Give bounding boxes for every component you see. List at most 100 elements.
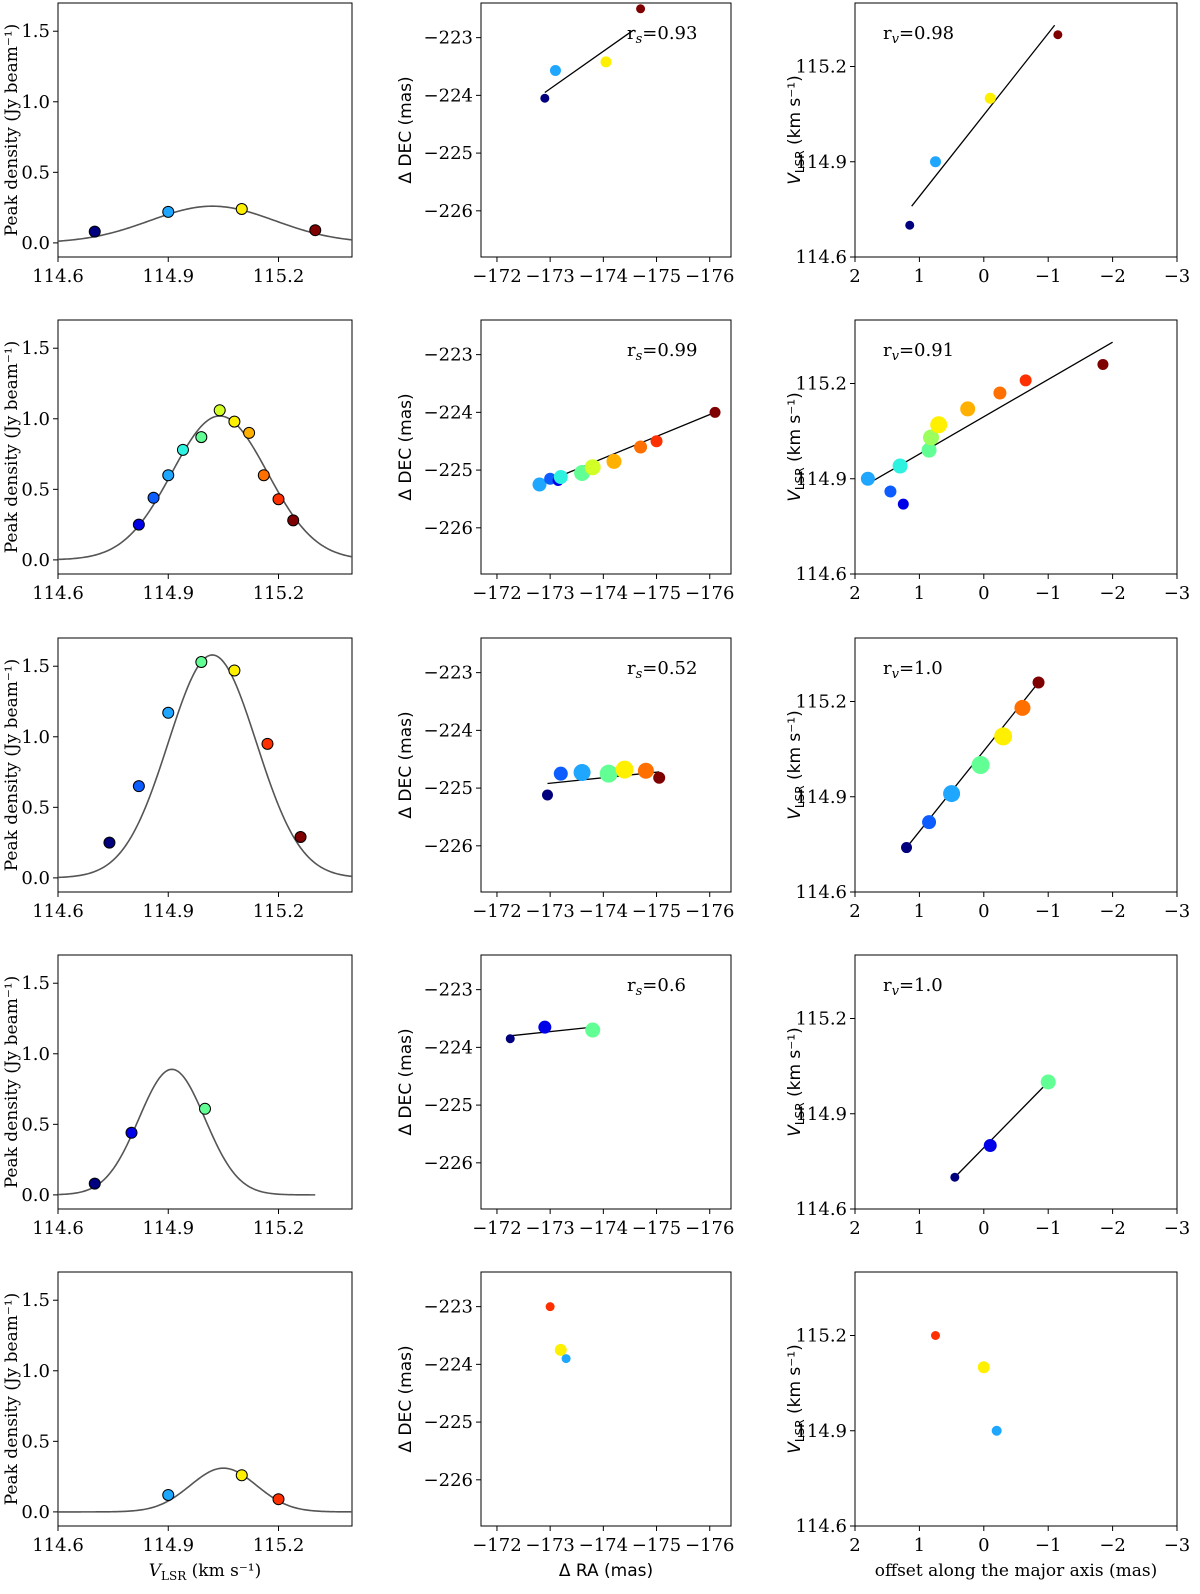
x-tick-label: −174	[579, 266, 628, 287]
y-tick-label: −226	[424, 201, 473, 222]
y-axis-label: Δ DEC (mas)	[396, 76, 416, 183]
axes-frame	[480, 2, 732, 258]
data-point	[585, 1022, 601, 1038]
x-tick-label: 1	[914, 901, 925, 922]
gaussian-fit-curve	[58, 654, 352, 879]
data-point	[257, 469, 270, 482]
y-axis-label: Peak density (Jy beam⁻¹)	[2, 976, 22, 1189]
data-point	[195, 655, 208, 668]
axes-frame	[480, 319, 732, 575]
x-tick-label: −175	[632, 1218, 681, 1239]
y-tick-label: 1.5	[21, 656, 50, 677]
gaussian-fit-curve	[58, 415, 352, 561]
data-point	[636, 4, 646, 14]
y-tick-label: 1.5	[21, 21, 50, 42]
y-tick-label: 0.0	[21, 1502, 50, 1523]
y-tick-label: −225	[424, 143, 473, 164]
panel-r1-c2: −172 −173 −174 −175 −176 −223 −224 −225 −226 Δ DE…	[396, 2, 734, 287]
data-point	[1014, 699, 1031, 716]
axes-frame	[854, 319, 1178, 575]
y-tick-label: −224	[424, 402, 473, 423]
x-tick-label: −175	[632, 1535, 681, 1556]
y-tick-label: 114.9	[795, 469, 847, 490]
correlation-annotation: rs=0.6	[627, 975, 686, 999]
x-tick-label: −176	[685, 266, 734, 287]
data-point	[505, 1034, 515, 1044]
x-tick-label: 2	[849, 583, 860, 604]
y-tick-label: −225	[424, 1412, 473, 1433]
data-point	[176, 443, 189, 456]
axes-frame	[480, 637, 732, 893]
x-tick-label: 1	[914, 266, 925, 287]
data-point	[545, 1302, 555, 1312]
x-tick-label: −1	[1035, 266, 1062, 287]
data-point	[213, 404, 226, 417]
data-point	[897, 498, 909, 510]
data-point	[905, 220, 915, 230]
data-point	[309, 224, 322, 237]
x-tick-label: 1	[914, 583, 925, 604]
data-point	[993, 386, 1007, 400]
x-tick-label: 115.2	[253, 266, 305, 287]
data-point	[541, 789, 553, 801]
axes-frame	[854, 637, 1178, 893]
data-point	[540, 93, 550, 103]
data-point	[162, 205, 175, 218]
data-point	[960, 401, 976, 417]
correlation-annotation: rs=0.52	[627, 658, 697, 682]
y-tick-label: 1.0	[21, 727, 50, 748]
x-tick-label: −2	[1099, 1535, 1126, 1556]
linear-fit-line	[544, 30, 633, 94]
data-point	[287, 514, 300, 527]
x-tick-label: −172	[472, 1218, 521, 1239]
x-tick-label: 2	[849, 266, 860, 287]
axes-frame	[854, 2, 1178, 258]
y-tick-label: 0.5	[21, 162, 50, 183]
x-tick-label: −2	[1099, 266, 1126, 287]
data-point	[950, 1172, 960, 1182]
x-tick-label: −173	[525, 1218, 574, 1239]
y-tick-label: 114.6	[795, 564, 847, 585]
data-point	[147, 491, 160, 504]
x-tick-label: 114.9	[142, 583, 194, 604]
y-axis-label: Peak density (Jy beam⁻¹)	[2, 1293, 22, 1506]
x-tick-label: 115.2	[253, 901, 305, 922]
x-tick-label: 114.6	[32, 1535, 84, 1556]
y-tick-label: 1.5	[21, 1290, 50, 1311]
y-tick-label: 0.5	[21, 479, 50, 500]
y-tick-label: 0.0	[21, 233, 50, 254]
x-tick-label: −2	[1099, 1218, 1126, 1239]
correlation-annotation: rv=1.0	[883, 975, 943, 999]
data-point	[199, 1102, 211, 1115]
y-tick-label: −226	[424, 518, 473, 539]
data-point	[1097, 358, 1109, 370]
x-tick-label: 0	[978, 1535, 989, 1556]
x-tick-label: −175	[632, 583, 681, 604]
x-tick-label: 1	[914, 1218, 925, 1239]
data-point	[549, 65, 561, 77]
correlation-annotation: rs=0.93	[627, 23, 697, 47]
axes-frame	[57, 1271, 353, 1527]
y-tick-label: 115.2	[795, 1326, 847, 1347]
y-axis-label: VLSR (km s⁻¹)	[785, 75, 807, 184]
y-tick-label: −225	[424, 778, 473, 799]
y-tick-label: 114.9	[795, 787, 847, 808]
data-point	[991, 1425, 1002, 1436]
data-point	[984, 92, 996, 104]
x-tick-label: −176	[685, 1218, 734, 1239]
data-point	[272, 493, 285, 506]
data-point	[921, 442, 937, 458]
x-tick-label: −172	[472, 1535, 521, 1556]
data-point	[637, 762, 654, 779]
data-point	[994, 727, 1013, 746]
